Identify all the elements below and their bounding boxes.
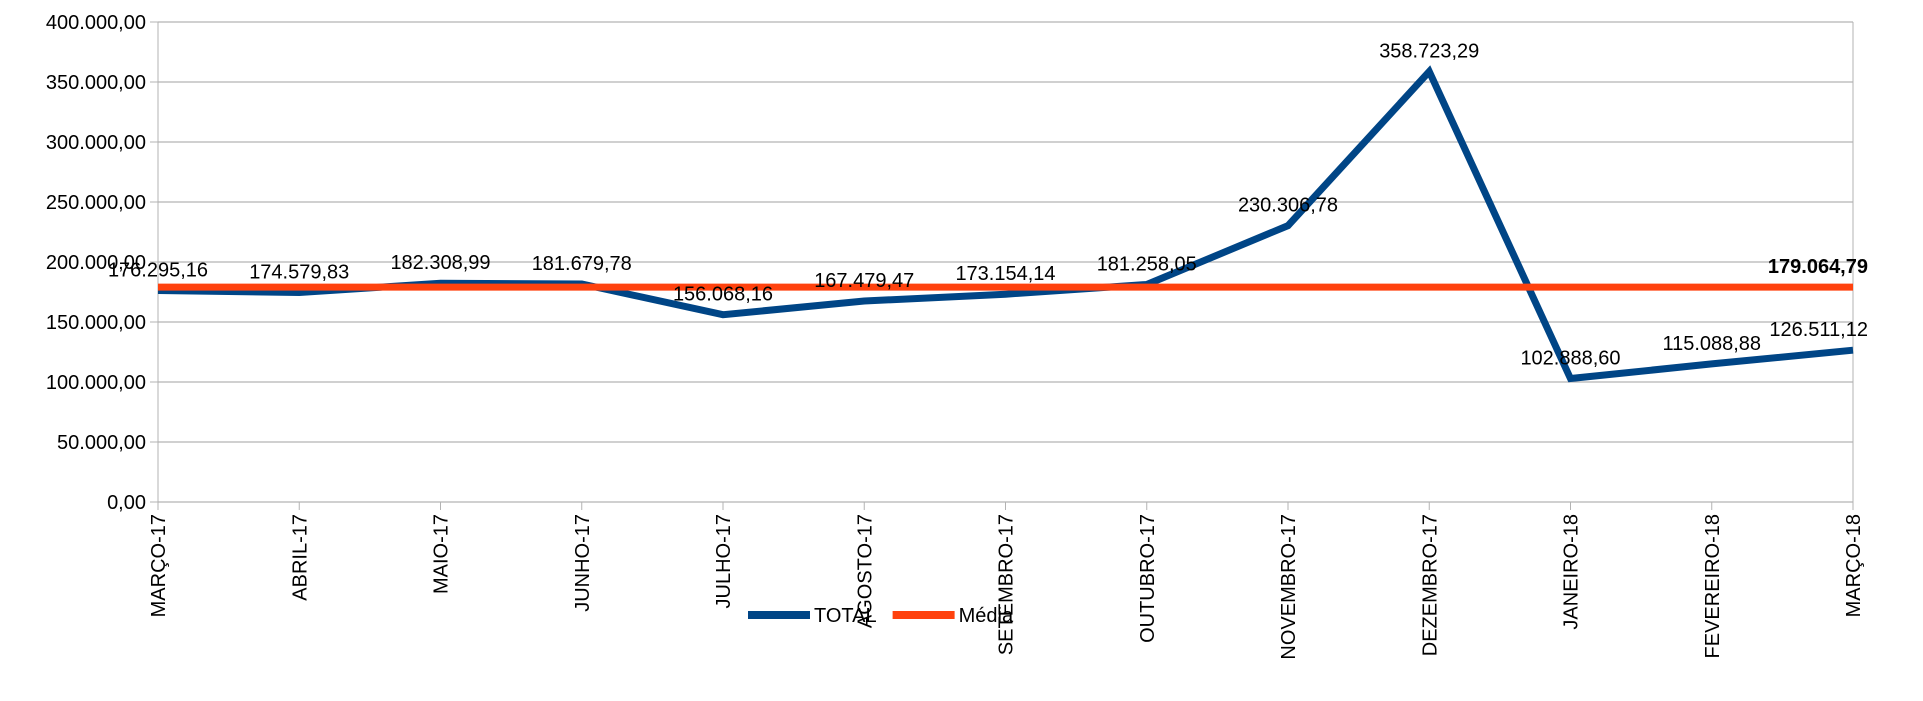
y-tick-label: 300.000,00 — [46, 132, 146, 154]
x-tick-label: JULHO-17 — [713, 514, 735, 608]
data-label: 182.308,99 — [390, 252, 490, 274]
y-tick-label: 350.000,00 — [46, 72, 146, 94]
y-tick-label: 100.000,00 — [46, 372, 146, 394]
data-label: 174.579,83 — [249, 262, 349, 284]
line-series — [157, 65, 1854, 383]
data-label: 173.154,14 — [955, 263, 1055, 285]
x-tick-label: NOVEMBRO-17 — [1278, 514, 1300, 660]
x-tick-label: AGOSTO-17 — [854, 514, 876, 628]
x-tick-label: ABRIL-17 — [289, 514, 311, 601]
y-tick-label: 400.000,00 — [46, 12, 146, 34]
data-label: 181.679,78 — [532, 253, 632, 275]
x-tick-label: DEZEMBRO-17 — [1419, 514, 1441, 656]
y-tick-label: 250.000,00 — [46, 192, 146, 214]
data-label: 181.258,05 — [1097, 253, 1197, 275]
x-tick-label: MARÇO-18 — [1843, 514, 1865, 617]
x-tick-label: MAIO-17 — [431, 514, 453, 594]
data-label: 126.511,12 — [1769, 319, 1868, 341]
data-label: 230.306,78 — [1238, 195, 1338, 217]
data-label: 115.088,88 — [1662, 333, 1761, 355]
x-tick-label: OUTUBRO-17 — [1137, 514, 1159, 643]
legend-label: TOTAL — [814, 605, 877, 627]
y-tick-label: 50.000,00 — [57, 432, 146, 454]
x-tick-label: SETEMBRO-17 — [996, 514, 1018, 655]
x-tick-label: MARÇO-17 — [148, 514, 170, 617]
y-tick-label: 150.000,00 — [46, 312, 146, 334]
y-tick-label: 0,00 — [107, 492, 146, 514]
x-tick-label: JUNHO-17 — [572, 514, 594, 612]
data-label: 176.295,16 — [108, 259, 208, 281]
data-label: 179.064,79 — [1768, 256, 1868, 278]
legend-label: Média — [959, 605, 1014, 627]
x-tick-label: JANEIRO-18 — [1561, 514, 1583, 630]
data-label: 102.888,60 — [1520, 348, 1620, 370]
data-label: 358.723,29 — [1379, 41, 1479, 63]
x-tick-label: FEVEREIRO-18 — [1702, 514, 1724, 658]
y-tick-label: 200.000,00 — [46, 252, 146, 274]
data-label: 156.068,16 — [673, 284, 773, 306]
data-label: 167.479,47 — [814, 270, 914, 292]
